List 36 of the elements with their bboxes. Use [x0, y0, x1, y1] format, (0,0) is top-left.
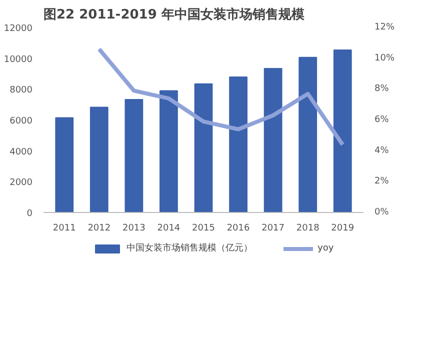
chart-title: 图22 2011-2019 年中国女装市场销售规模	[44, 6, 304, 22]
y-tick-label: 4000	[10, 147, 33, 158]
y-tick-label: 12000	[4, 24, 33, 34]
bar	[194, 83, 213, 212]
y2-tick-label: 4%	[374, 146, 390, 156]
bar	[298, 56, 318, 212]
legend-label: yoy	[318, 243, 335, 253]
legend-label: 中国女装市场销售规模（亿元）	[126, 242, 252, 254]
y-tick-label: 0	[26, 209, 33, 219]
y-tick-label: 6000	[10, 116, 33, 126]
y2-tick-label: 10%	[374, 53, 395, 64]
y2-tick-label: 2%	[374, 176, 390, 187]
bar	[124, 98, 144, 212]
line-series	[97, 47, 345, 147]
x-tick-label: 2015	[192, 224, 215, 234]
bar	[264, 68, 282, 212]
y-tick-label: 8000	[10, 86, 33, 96]
x-tick-label: 2017	[262, 224, 285, 234]
x-tick-label: 2014	[157, 224, 180, 234]
bar	[55, 117, 74, 212]
y2-tick-label: 6%	[374, 115, 390, 125]
bar	[333, 50, 352, 212]
x-tick-label: 2012	[88, 224, 111, 234]
y2-tick-label: 0%	[374, 208, 390, 218]
y-tick-label: 2000	[10, 178, 33, 188]
y-tick-label: 10000	[4, 54, 33, 65]
bar	[160, 90, 178, 212]
y2-tick-label: 12%	[374, 22, 395, 32]
x-tick-label: 2016	[226, 224, 250, 234]
y2-tick-label: 8%	[374, 84, 390, 94]
bar	[90, 106, 108, 212]
bar	[229, 76, 248, 212]
x-tick-label: 2019	[331, 224, 354, 234]
x-tick-label: 2018	[296, 224, 320, 234]
x-tick-label: 2013	[122, 224, 146, 234]
x-tick-label: 2011	[52, 224, 76, 234]
